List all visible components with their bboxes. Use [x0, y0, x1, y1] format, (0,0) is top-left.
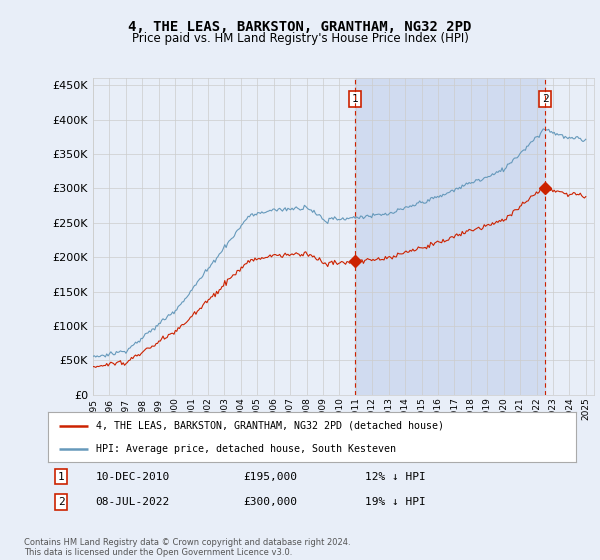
Text: 1: 1: [352, 94, 358, 104]
Text: £300,000: £300,000: [244, 497, 298, 507]
Text: 1: 1: [58, 472, 65, 482]
Text: 2: 2: [58, 497, 65, 507]
Text: HPI: Average price, detached house, South Kesteven: HPI: Average price, detached house, Sout…: [95, 445, 395, 454]
Text: 4, THE LEAS, BARKSTON, GRANTHAM, NG32 2PD (detached house): 4, THE LEAS, BARKSTON, GRANTHAM, NG32 2P…: [95, 421, 443, 431]
Text: 4, THE LEAS, BARKSTON, GRANTHAM, NG32 2PD: 4, THE LEAS, BARKSTON, GRANTHAM, NG32 2P…: [128, 20, 472, 34]
Text: £195,000: £195,000: [244, 472, 298, 482]
Text: Price paid vs. HM Land Registry's House Price Index (HPI): Price paid vs. HM Land Registry's House …: [131, 32, 469, 45]
Text: 19% ↓ HPI: 19% ↓ HPI: [365, 497, 425, 507]
Text: Contains HM Land Registry data © Crown copyright and database right 2024.
This d: Contains HM Land Registry data © Crown c…: [24, 538, 350, 557]
Text: 12% ↓ HPI: 12% ↓ HPI: [365, 472, 425, 482]
Text: 08-JUL-2022: 08-JUL-2022: [95, 497, 170, 507]
Text: 2: 2: [542, 94, 548, 104]
Bar: [355, 78, 545, 395]
Text: 10-DEC-2010: 10-DEC-2010: [95, 472, 170, 482]
